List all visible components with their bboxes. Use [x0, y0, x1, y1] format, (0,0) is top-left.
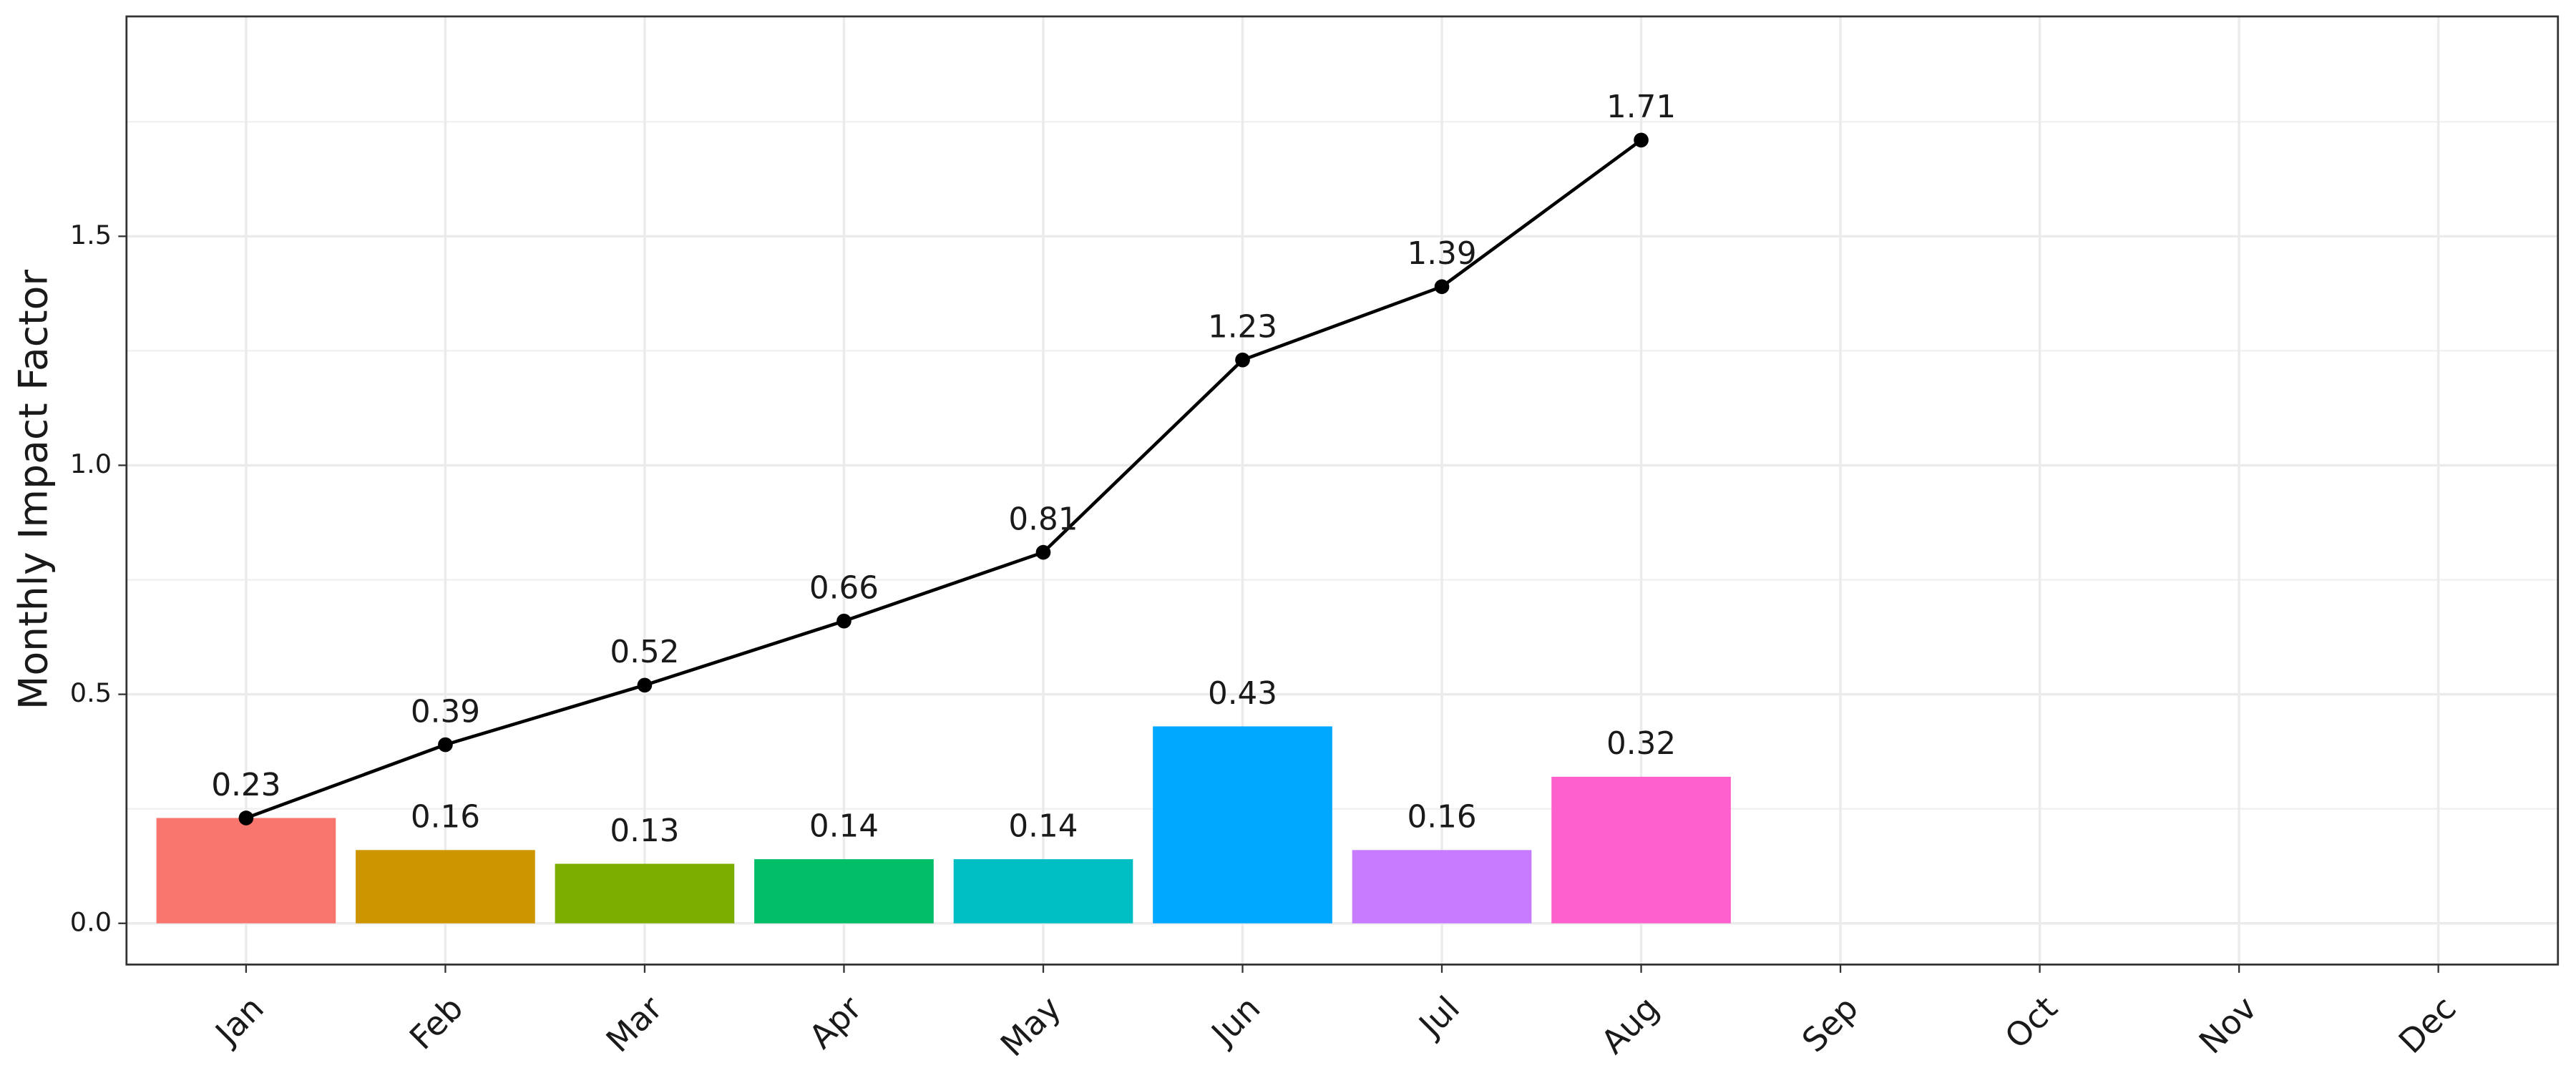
bar-value-label: 0.13: [610, 813, 679, 849]
bar-value-label: 0.23: [211, 768, 280, 803]
bar: [1551, 776, 1731, 923]
line-value-label: 1.23: [1208, 310, 1277, 346]
line-value-label: 0.81: [1008, 501, 1078, 537]
bar-value-label: 0.16: [1407, 800, 1476, 836]
bar-value-label: 0.14: [809, 808, 879, 844]
line-point: [238, 810, 254, 825]
line-point: [438, 737, 453, 753]
bar-value-label: 0.16: [411, 800, 480, 836]
line-value-label: 1.71: [1606, 89, 1676, 125]
line-point: [1235, 352, 1250, 368]
line-value-label: 0.52: [610, 635, 679, 670]
y-tick-label: 0.5: [70, 677, 112, 708]
y-axis-title: Monthly Impact Factor: [11, 270, 57, 710]
y-tick-label: 1.0: [70, 449, 112, 479]
line-point: [1434, 279, 1450, 295]
y-tick-label: 1.5: [70, 220, 112, 250]
plot-border: [125, 15, 2560, 966]
bar-value-label: 0.43: [1208, 676, 1277, 712]
bar-value-label: 0.32: [1606, 726, 1676, 762]
line-value-label: 0.66: [809, 571, 879, 607]
line-point: [836, 613, 852, 629]
y-tick-label: 0.0: [70, 906, 112, 937]
line-value-label: 1.39: [1407, 236, 1476, 272]
line-point: [1035, 544, 1051, 560]
bar: [356, 850, 535, 923]
line: [245, 139, 1642, 820]
bar: [953, 859, 1133, 923]
line-value-label: 0.23: [211, 768, 280, 803]
bar: [555, 863, 735, 923]
bar: [1352, 850, 1532, 923]
line-value-label: 0.39: [411, 694, 480, 730]
bar: [156, 818, 336, 923]
line-point: [637, 677, 653, 693]
bar: [1153, 726, 1332, 923]
bar: [754, 859, 934, 923]
line-point: [1634, 132, 1649, 148]
bar-value-label: 0.14: [1008, 808, 1078, 844]
